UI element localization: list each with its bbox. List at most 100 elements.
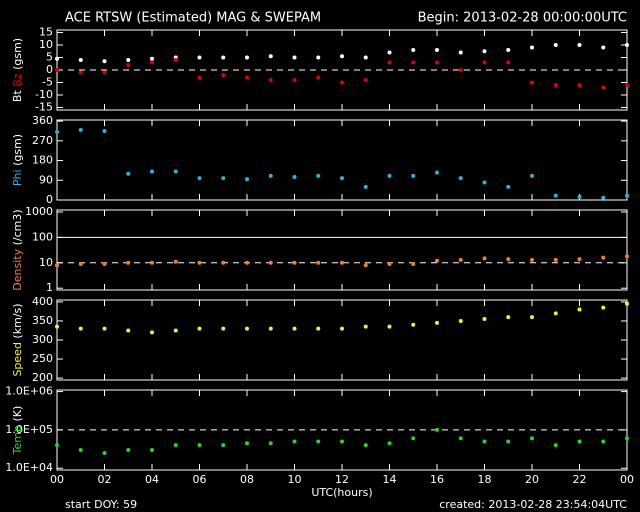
data-point bbox=[316, 260, 321, 265]
data-point bbox=[506, 48, 511, 52]
x-tick-label: 18 bbox=[478, 473, 492, 486]
data-point bbox=[78, 58, 83, 62]
data-point bbox=[577, 439, 582, 444]
data-point bbox=[506, 439, 511, 444]
data-point bbox=[363, 55, 368, 60]
data-point bbox=[625, 43, 629, 47]
data-point bbox=[221, 176, 226, 181]
data-point bbox=[553, 43, 558, 47]
y-tick-label: 0 bbox=[46, 63, 53, 76]
data-point bbox=[458, 68, 463, 72]
data-point bbox=[221, 260, 226, 265]
data-point bbox=[340, 80, 344, 85]
data-point bbox=[78, 70, 83, 75]
y-tick-label: 300 bbox=[32, 333, 53, 346]
data-point bbox=[78, 326, 83, 331]
y-axis-label: Density (/cm3) bbox=[11, 209, 24, 290]
data-point bbox=[601, 45, 606, 50]
data-point bbox=[150, 60, 154, 65]
y-tick-label: 0 bbox=[46, 193, 53, 206]
data-point bbox=[530, 80, 534, 85]
data-point bbox=[78, 127, 83, 132]
x-tick-label: 22 bbox=[573, 473, 587, 486]
data-point bbox=[316, 55, 321, 60]
data-point bbox=[411, 261, 416, 266]
data-point bbox=[435, 48, 439, 52]
data-point bbox=[292, 439, 297, 444]
data-point bbox=[553, 193, 558, 198]
data-point bbox=[482, 60, 487, 65]
y-tick-label: 10 bbox=[39, 38, 53, 51]
data-point bbox=[126, 63, 131, 67]
data-point bbox=[363, 324, 368, 329]
legend-entry: Bz bbox=[11, 73, 24, 87]
data-point bbox=[316, 439, 321, 444]
data-point bbox=[506, 257, 511, 262]
y-tick-label: 350 bbox=[32, 314, 53, 327]
y-tick-label: -10 bbox=[35, 88, 53, 101]
data-point bbox=[197, 260, 202, 265]
x-tick-label: 20 bbox=[525, 473, 539, 486]
data-point bbox=[411, 322, 416, 327]
x-tick-label: 14 bbox=[383, 473, 397, 486]
data-point bbox=[268, 441, 273, 446]
data-point bbox=[506, 60, 511, 65]
data-point bbox=[553, 311, 558, 316]
y-tick-label: 15 bbox=[39, 26, 53, 39]
y-unit: (gsm) bbox=[11, 134, 24, 166]
begin: Begin: 2013-02-28 00:00:00UTC bbox=[418, 11, 627, 26]
data-point bbox=[482, 439, 487, 444]
legend-entry: Temp bbox=[11, 425, 24, 455]
data-point bbox=[197, 443, 202, 448]
data-point bbox=[482, 317, 487, 322]
legend-entry: Bt bbox=[11, 90, 24, 103]
data-point bbox=[55, 130, 59, 135]
data-point bbox=[197, 55, 202, 60]
y-tick-label: -15 bbox=[35, 101, 53, 114]
data-point bbox=[435, 427, 439, 432]
data-point bbox=[411, 173, 416, 178]
data-point bbox=[553, 257, 558, 262]
data-point bbox=[173, 169, 178, 174]
data-point bbox=[387, 324, 392, 329]
data-point bbox=[435, 258, 439, 263]
data-point bbox=[150, 169, 154, 174]
data-point bbox=[387, 50, 392, 55]
y-axis-label: Speed (km/s) bbox=[11, 303, 24, 376]
data-point bbox=[126, 447, 131, 452]
legend-entry: Phi bbox=[11, 169, 24, 186]
data-point bbox=[458, 176, 463, 181]
start-doy: start DOY: 59 bbox=[65, 498, 137, 511]
data-point bbox=[601, 85, 606, 90]
data-point bbox=[197, 75, 202, 80]
data-point bbox=[292, 326, 297, 331]
data-point bbox=[482, 256, 487, 261]
y-tick-label: -5 bbox=[42, 76, 53, 89]
data-point bbox=[245, 177, 249, 182]
data-point bbox=[268, 173, 273, 178]
y-axis-label: Bt Bz (gsm) bbox=[11, 38, 24, 102]
data-point bbox=[625, 83, 629, 87]
data-point bbox=[577, 43, 582, 47]
data-point bbox=[55, 68, 59, 72]
data-point bbox=[530, 45, 534, 50]
data-point bbox=[625, 254, 629, 259]
data-point bbox=[197, 326, 202, 331]
data-point bbox=[577, 194, 582, 199]
data-point bbox=[173, 259, 178, 264]
data-point bbox=[601, 195, 606, 200]
data-point bbox=[292, 174, 297, 179]
data-point bbox=[55, 263, 59, 268]
data-point bbox=[387, 261, 392, 266]
data-point bbox=[102, 59, 107, 64]
data-point bbox=[173, 443, 178, 448]
data-point bbox=[268, 78, 273, 82]
y-tick-label: 10 bbox=[39, 256, 53, 269]
x-axis-label: UTC(hours) bbox=[311, 486, 372, 499]
x-tick-label: 06 bbox=[193, 473, 207, 486]
y-axis-label: Phi (gsm) bbox=[11, 134, 24, 186]
data-point bbox=[245, 326, 249, 331]
y-tick-label: 1.0E+06 bbox=[5, 385, 53, 398]
y-tick-label: 1.0E+04 bbox=[5, 461, 53, 474]
data-point bbox=[363, 443, 368, 448]
